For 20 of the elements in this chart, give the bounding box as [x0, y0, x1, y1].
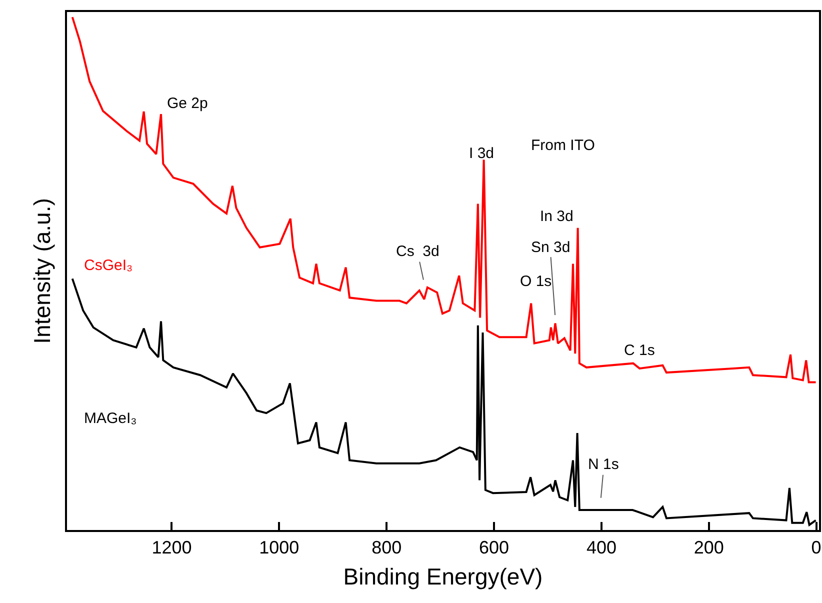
x-tick-label: 1000 — [259, 538, 300, 558]
text: MAGeI₃ — [84, 410, 137, 427]
x-tick-label: 0 — [811, 538, 822, 558]
annotation: From ITO — [531, 137, 595, 154]
x-tick-label: 400 — [586, 538, 616, 558]
y-axis-title: Intensity (a.u.) — [28, 198, 55, 344]
annotation: In 3d — [540, 208, 574, 225]
x-axis-title: Binding Energy(eV) — [343, 564, 543, 590]
annotation: Ge 2p — [167, 95, 208, 112]
x-tick-label: 200 — [694, 538, 724, 558]
x-tick-label: 800 — [372, 538, 402, 558]
annotation: N 1s — [588, 456, 619, 473]
text: CsGeI₃ — [84, 257, 133, 274]
annotation: I 3d — [469, 145, 494, 162]
annotation: Sn 3d — [531, 239, 570, 256]
annotation: O 1s — [520, 273, 552, 290]
x-tick-label: 600 — [479, 538, 510, 558]
x-tick-label: 1200 — [152, 538, 192, 558]
annotation: Cs 3d — [396, 243, 440, 260]
annotation: C 1s — [624, 342, 655, 359]
